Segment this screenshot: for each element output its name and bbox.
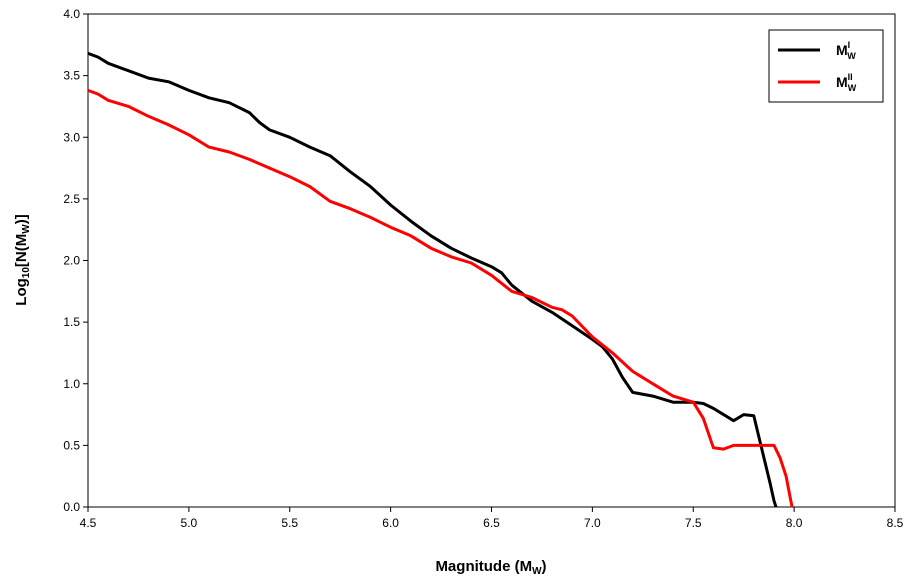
- y-tick-label: 2.0: [63, 254, 80, 268]
- series-line-mw-ii: [87, 88, 794, 508]
- y-tick-label: 0.0: [63, 500, 80, 514]
- series-lines: [87, 51, 794, 508]
- y-axis-title: Log10[N(MW)]: [13, 214, 32, 305]
- x-tick-label: 5.5: [281, 516, 298, 530]
- legend-label-mw-ii: MII W: [836, 72, 857, 93]
- x-tick-label: 7.5: [685, 516, 702, 530]
- y-tick-label: 1.5: [63, 315, 80, 329]
- x-tick-label: 7.0: [584, 516, 601, 530]
- y-tick-label: 0.5: [63, 438, 80, 452]
- x-tick-label: 8.0: [786, 516, 803, 530]
- x-tick-label: 6.0: [382, 516, 399, 530]
- y-axis: 0.0 0.5 1.0 1.5 2.0 2.5 3.0 3.5 4.0: [63, 7, 88, 514]
- y-tick-label: 3.0: [63, 130, 80, 144]
- plot-area: [87, 13, 896, 508]
- x-axis-title: Magnitude (MW): [435, 558, 546, 577]
- legend-label-mw-i: MI W: [836, 40, 856, 61]
- y-tick-label: 4.0: [63, 7, 80, 21]
- x-tick-label: 6.5: [483, 516, 500, 530]
- y-tick-label: 2.5: [63, 192, 80, 206]
- legend-box: [768, 29, 884, 103]
- legend: MI W MII W: [768, 29, 884, 103]
- x-axis: 4.5 5.0 5.5 6.0 6.5 7.0 7.5 8.0 8.5: [80, 507, 904, 530]
- x-tick-label: 8.5: [887, 516, 904, 530]
- y-tick-label: 1.0: [63, 377, 80, 391]
- x-tick-label: 4.5: [80, 516, 97, 530]
- series-line-mw-i: [87, 51, 778, 508]
- x-tick-label: 5.0: [181, 516, 198, 530]
- y-tick-label: 3.5: [63, 69, 80, 83]
